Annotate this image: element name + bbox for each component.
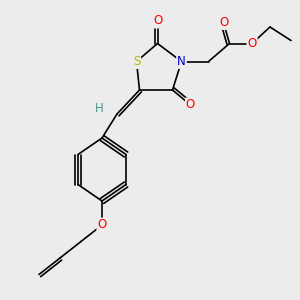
Text: O: O bbox=[219, 16, 228, 29]
Text: S: S bbox=[133, 55, 140, 68]
Text: O: O bbox=[186, 98, 195, 112]
Text: H: H bbox=[94, 101, 103, 115]
Text: N: N bbox=[177, 55, 186, 68]
Text: O: O bbox=[248, 37, 256, 50]
Text: O: O bbox=[98, 218, 106, 232]
Text: O: O bbox=[153, 14, 162, 28]
